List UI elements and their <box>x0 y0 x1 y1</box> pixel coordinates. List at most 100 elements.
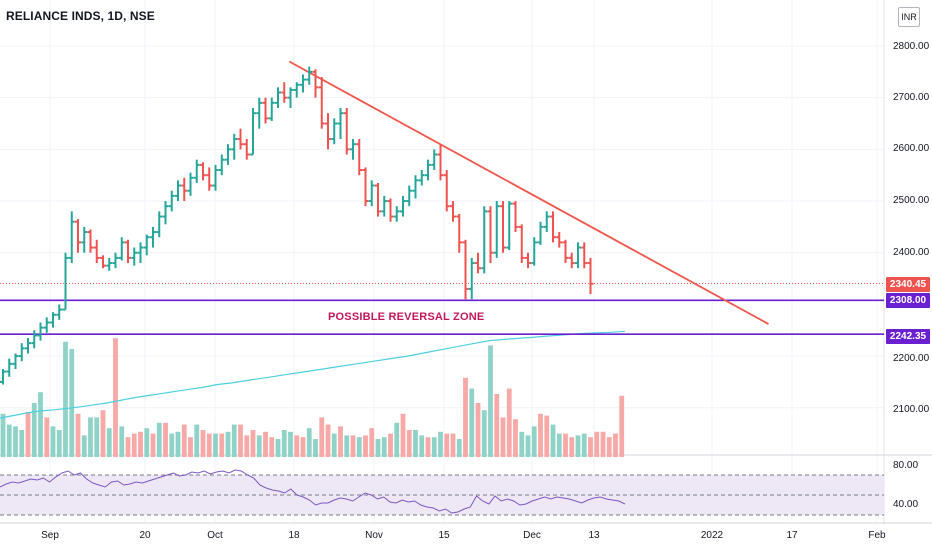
volume-bar <box>325 424 331 457</box>
volume-bar <box>138 431 143 457</box>
volume-bar <box>300 437 306 457</box>
volume-bar <box>150 433 156 457</box>
volume-bar <box>75 413 81 457</box>
ohlc-bar <box>250 108 256 156</box>
volume-bar <box>94 417 100 457</box>
volume-bar <box>13 426 18 457</box>
volume-bar <box>500 417 506 457</box>
ohlc-bar <box>400 195 406 217</box>
ohlc-bar <box>37 322 44 341</box>
ohlc-bar <box>43 317 50 333</box>
volume-bar <box>438 431 443 457</box>
reversal-zone-label: POSSIBLE REVERSAL ZONE <box>328 311 485 323</box>
volume-bar <box>413 430 418 457</box>
x-tick-label: Oct <box>207 530 223 541</box>
ohlc-bar <box>493 201 500 258</box>
ohlc-bar <box>75 219 81 253</box>
ohlc-bar <box>131 247 138 266</box>
ohlc-bar <box>418 170 425 186</box>
volume-bar <box>569 437 575 457</box>
ohlc-bar <box>525 252 531 269</box>
support-lines <box>0 282 884 335</box>
volume-bar <box>525 435 531 457</box>
currency-selector[interactable]: INR <box>898 7 920 27</box>
volume-bar <box>513 419 518 457</box>
volume-bar <box>281 430 287 457</box>
volume-bar <box>244 435 250 457</box>
volume-bar <box>394 422 400 457</box>
volume-bar <box>275 439 281 457</box>
ohlc-bar <box>256 97 263 129</box>
ohlc-bar <box>31 330 38 349</box>
volume-bar <box>194 424 200 457</box>
ohlc-bar <box>18 343 25 362</box>
ohlc-bar <box>312 69 319 98</box>
volume-bar <box>531 426 537 457</box>
x-tick-label: 17 <box>786 530 798 541</box>
volume-bar <box>219 433 225 457</box>
volume-bar <box>225 431 231 457</box>
x-tick-label: Nov <box>365 530 383 541</box>
ohlc-bar <box>462 239 469 300</box>
volume-bar <box>475 403 481 457</box>
volume-bar <box>344 435 350 457</box>
volume-bar <box>306 428 312 457</box>
ohlc-bar <box>12 353 19 369</box>
ohlc-bar <box>231 133 238 160</box>
volume-bar <box>519 431 525 457</box>
ohlc-bar <box>568 252 575 269</box>
ohlc-bar <box>93 239 100 264</box>
volume-bar <box>288 431 293 457</box>
ohlc-bar <box>587 257 594 295</box>
volume-bar <box>294 435 300 457</box>
ohlc-bar <box>206 167 213 191</box>
volume-bar <box>56 430 62 457</box>
volume-bar <box>256 435 262 457</box>
ohlc-bar <box>437 144 444 181</box>
ohlc-bar <box>56 304 63 320</box>
volume-bar <box>425 437 431 457</box>
volume-bar <box>250 430 256 457</box>
volume-bar <box>556 433 562 457</box>
ohlc-bar <box>262 97 269 124</box>
rsi-tick-label: 40.00 <box>893 499 919 510</box>
volume-bar <box>456 439 462 457</box>
volume-bar <box>44 417 50 457</box>
ohlc-bar <box>412 175 419 199</box>
volume-bar <box>356 437 362 457</box>
volume-bar <box>175 431 181 457</box>
volume-bar <box>613 433 618 457</box>
volume-bar <box>156 422 162 457</box>
volume-bar <box>131 433 137 457</box>
volume-bar <box>81 435 87 457</box>
volume-bar <box>400 413 406 457</box>
x-tick-label: Dec <box>523 530 541 541</box>
ohlc-bar <box>431 149 438 171</box>
ohlc-bar <box>381 195 388 217</box>
support-level-tag: 2242.35 <box>886 329 930 344</box>
volume-bar <box>375 439 381 457</box>
y-tick-label: 2100.00 <box>893 404 930 415</box>
volume-bar <box>206 433 212 457</box>
volume-bar <box>19 430 25 457</box>
ohlc-bar <box>456 213 463 253</box>
volume-bar <box>494 394 500 457</box>
volume-bar <box>50 426 56 457</box>
volume-bar <box>163 422 168 457</box>
rsi-tick-label: 80.00 <box>893 460 919 471</box>
volume-bar <box>388 433 393 457</box>
volume-bar <box>419 435 425 457</box>
ohlc-bar <box>362 167 369 207</box>
ohlc-bar <box>162 201 169 225</box>
volume-bar <box>600 431 606 457</box>
ohlc-bar <box>81 226 88 253</box>
ohlc-bar <box>387 198 394 222</box>
ohlc-bar <box>212 164 219 191</box>
ohlc-bar <box>500 201 506 253</box>
ohlc-bar <box>68 211 75 264</box>
volume-bar <box>606 437 612 457</box>
ohlc-bar <box>325 113 331 150</box>
x-tick-label: Sep <box>41 530 59 541</box>
ohlc-bar <box>118 237 125 261</box>
